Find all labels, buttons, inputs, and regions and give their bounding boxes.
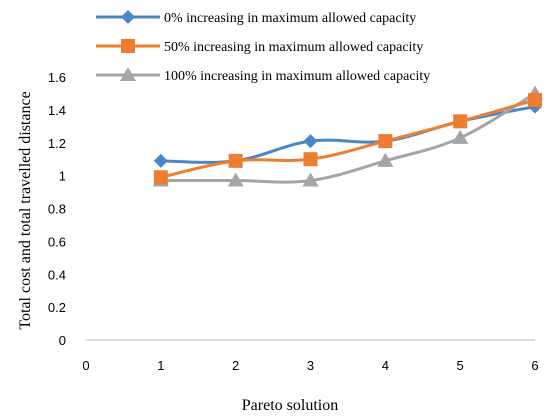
series-line — [160, 92, 536, 184]
y-tick-label: 1.2 — [48, 136, 66, 151]
x-tick-label: 4 — [382, 358, 389, 373]
data-point-marker — [302, 172, 319, 187]
legend-entry: 50% increasing in maximum allowed capaci… — [96, 39, 423, 55]
series-2 — [153, 93, 542, 185]
x-tick-label: 0 — [82, 358, 89, 373]
y-tick-label: 1 — [59, 169, 66, 184]
y-tick-label: 0.4 — [48, 267, 66, 282]
x-tick-label: 1 — [157, 358, 164, 373]
legend-marker — [121, 39, 135, 53]
x-tick-label: 2 — [232, 358, 239, 373]
y-axis-title: Total cost and total travelled distance — [17, 91, 34, 329]
legend-marker — [121, 10, 135, 24]
data-point-marker — [303, 152, 318, 167]
data-point-marker — [378, 134, 393, 149]
legend-label: 50% increasing in maximum allowed capaci… — [164, 40, 423, 55]
y-tick-label: 1.4 — [48, 103, 66, 118]
y-tick-label: 1.6 — [48, 70, 66, 85]
x-tick-label: 3 — [307, 358, 314, 373]
data-point-marker — [452, 129, 469, 144]
y-tick-label: 0.2 — [48, 300, 66, 315]
data-point-marker — [303, 134, 318, 149]
legend-label: 100% increasing in maximum allowed capac… — [164, 69, 430, 84]
data-point-marker — [153, 153, 168, 168]
data-point-marker — [227, 172, 244, 187]
legend-entry: 0% increasing in maximum allowed capacit… — [96, 10, 416, 26]
data-point-marker — [377, 152, 394, 167]
legend-label: 0% increasing in maximum allowed capacit… — [164, 11, 416, 26]
series-3 — [152, 85, 543, 187]
series-1 — [153, 99, 542, 168]
data-point-marker — [453, 114, 468, 129]
data-point-marker — [153, 170, 168, 185]
x-tick-label: 6 — [531, 358, 538, 373]
y-tick-label: 0 — [59, 333, 66, 348]
series-group — [152, 85, 543, 187]
x-tick-label: 5 — [457, 358, 464, 373]
data-point-marker — [528, 93, 542, 108]
series-line — [160, 98, 536, 179]
legend-entry: 100% increasing in maximum allowed capac… — [96, 67, 430, 84]
data-point-marker — [228, 153, 243, 168]
legend-marker — [120, 67, 136, 81]
legend: 0% increasing in maximum allowed capacit… — [96, 10, 430, 84]
y-axis-ticks: 0 0.2 0.4 0.6 0.8 1 1.2 1.4 1.6 — [48, 70, 66, 348]
x-axis-ticks: 0 1 2 3 4 5 6 — [82, 358, 538, 373]
y-tick-label: 0.8 — [48, 202, 66, 217]
y-tick-label: 0.6 — [48, 234, 66, 249]
x-axis-title: Pareto solution — [242, 397, 338, 414]
